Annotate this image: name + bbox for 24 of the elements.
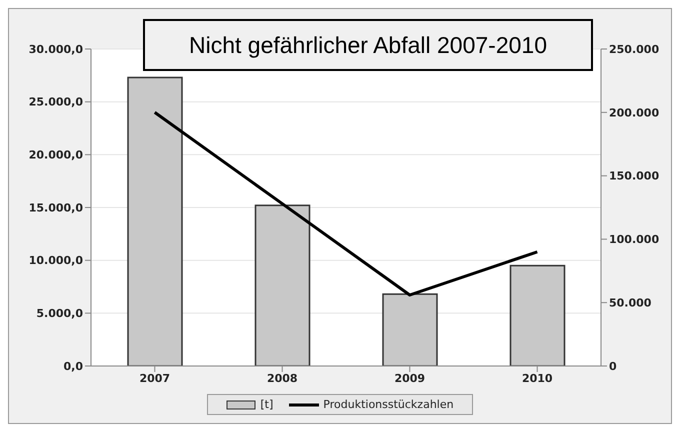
y-tick-label: 25.000,0 [28, 96, 84, 109]
y2-tick-label: 0 [609, 360, 617, 373]
y-tick-label: 10.000,0 [28, 254, 84, 268]
y2-tick-label: 100.000 [609, 233, 660, 246]
y-tick-label: 20.000,0 [28, 148, 84, 162]
y-tick-label: 5.000,0 [36, 307, 84, 320]
legend-label: [t] [259, 398, 274, 411]
x-tick-label: 2010 [522, 372, 553, 385]
bar [254, 204, 310, 366]
y2-tick-label: 50.000 [609, 296, 652, 310]
line-series [153, 110, 539, 296]
y2-tick-label: 200.000 [609, 106, 660, 120]
bar [382, 293, 438, 366]
y-tick-label: 30.000,0 [28, 42, 84, 56]
x-tick-label: 2007 [139, 372, 170, 385]
y-tick-label: 15.000,0 [28, 201, 84, 214]
bar [510, 264, 566, 366]
legend-label: Produktionsstückzahlen [322, 398, 454, 411]
x-tick-label: 2009 [394, 372, 426, 385]
bar [127, 76, 183, 366]
y2-tick-label: 150.000 [609, 170, 660, 183]
y2-tick-label: 250.000 [609, 42, 660, 56]
x-tick-label: 2008 [266, 372, 298, 385]
y-tick-label: 0,0 [64, 360, 84, 373]
